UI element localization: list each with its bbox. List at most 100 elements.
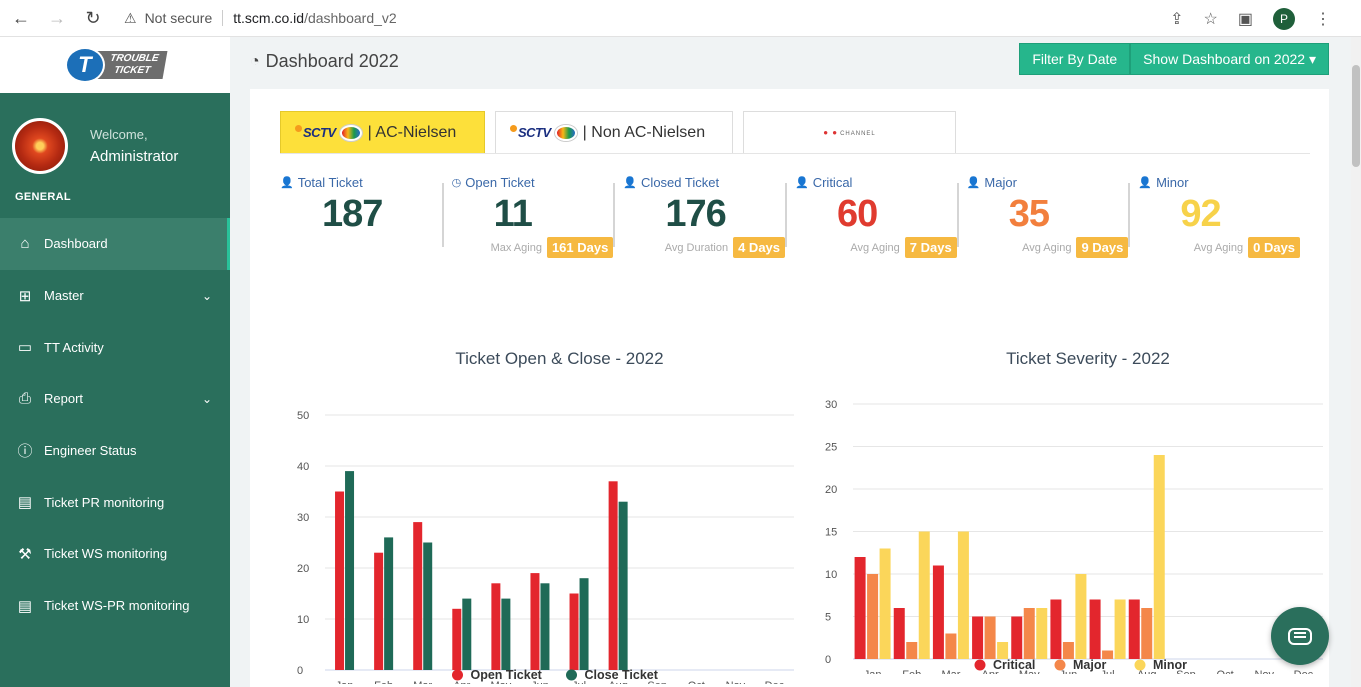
sidebar-item-report[interactable]: ⎙ Report ⌄ <box>0 373 230 425</box>
bar-close-ticket[interactable] <box>384 537 394 670</box>
filter-by-date-button[interactable]: Filter By Date <box>1019 43 1131 75</box>
duration-badge: 4 Days <box>733 237 786 258</box>
x-tick-label: Aug <box>1137 669 1157 674</box>
x-tick-label: Jul <box>572 680 586 684</box>
more-icon[interactable]: ⋮ <box>1315 10 1331 28</box>
tab-sctv-non-ac-nielsen[interactable]: SCTV | Non AC-Nielsen <box>495 111 733 153</box>
user-name: Administrator <box>90 148 179 165</box>
legend-item[interactable]: Open Ticket <box>452 668 543 682</box>
side-panel-icon[interactable]: ▣ <box>1237 10 1253 28</box>
forward-icon[interactable]: → <box>48 7 66 28</box>
bar-close-ticket[interactable] <box>462 598 472 670</box>
tab-channel[interactable]: CHANNEL <box>743 111 956 153</box>
sidebar-item-tt-activity[interactable]: ▭ TT Activity <box>0 321 230 373</box>
bar-major[interactable] <box>1102 650 1114 660</box>
bar-close-ticket[interactable] <box>423 542 433 671</box>
wrench-icon: ⚒ <box>18 545 32 563</box>
sidebar-item-ticket-ws-pr-monitoring[interactable]: ▤ Ticket WS-PR monitoring <box>0 580 230 632</box>
y-tick-label: 20 <box>297 563 309 575</box>
aging-badge: 7 Days <box>904 237 957 258</box>
bar-open-ticket[interactable] <box>491 583 501 670</box>
y-tick-label: 30 <box>825 399 837 411</box>
back-icon[interactable]: ← <box>12 7 30 28</box>
stat-value: 92 <box>1180 193 1221 235</box>
bar-minor[interactable] <box>1075 574 1087 659</box>
legend-item[interactable]: Close Ticket <box>566 668 659 682</box>
bar-minor[interactable] <box>1153 455 1165 659</box>
bar-open-ticket[interactable] <box>413 522 423 670</box>
bar-minor[interactable] <box>997 642 1009 659</box>
x-tick-label: Oct <box>1217 669 1234 674</box>
legend-item[interactable]: Minor <box>1134 658 1188 672</box>
star-icon[interactable]: ☆ <box>1203 10 1218 28</box>
stat-minor: 👤 Minor 92 Avg Aging 0 Days <box>1128 175 1310 265</box>
sidebar-item-dashboard[interactable]: ⌂ Dashboard <box>0 218 230 270</box>
reload-icon[interactable]: ↻ <box>85 7 101 28</box>
bar-critical[interactable] <box>932 565 944 660</box>
bar-open-ticket[interactable] <box>608 481 618 670</box>
bar-major[interactable] <box>984 616 996 660</box>
legend-item[interactable]: Major <box>1054 658 1107 672</box>
x-tick-label: Aug <box>608 680 628 684</box>
bar-major[interactable] <box>1062 642 1074 659</box>
share-icon[interactable]: ⇪ <box>1170 10 1184 28</box>
bar-critical[interactable] <box>972 616 984 660</box>
show-dashboard-button[interactable]: Show Dashboard on 2022 ▾ <box>1130 43 1329 75</box>
legend-swatch <box>1134 659 1146 671</box>
user-icon: 👤 <box>966 177 981 189</box>
profile-avatar[interactable]: P <box>1273 7 1295 30</box>
stat-critical: 👤 Critical 60 Avg Aging 7 Days <box>785 175 967 265</box>
tab-sctv-ac-nielsen[interactable]: SCTV | AC-Nielsen <box>280 111 485 153</box>
bar-minor[interactable] <box>1036 608 1048 659</box>
bar-major[interactable] <box>1141 608 1153 659</box>
x-tick-label: Oct <box>688 680 705 684</box>
sidebar-item-ticket-ws-monitoring[interactable]: ⚒ Ticket WS monitoring <box>0 528 230 580</box>
x-tick-label: Nov <box>1254 669 1274 674</box>
user-icon: 👤 <box>280 177 294 189</box>
sidebar-item-master[interactable]: ⊞ Master ⌄ <box>0 270 230 322</box>
bar-close-ticket[interactable] <box>618 501 628 670</box>
bar-close-ticket[interactable] <box>540 583 550 670</box>
bar-open-ticket[interactable] <box>335 491 345 671</box>
avatar <box>12 118 68 174</box>
bar-major[interactable] <box>1023 608 1035 659</box>
bar-major[interactable] <box>867 574 879 659</box>
bar-close-ticket[interactable] <box>579 578 589 670</box>
x-tick-label: Jul <box>1101 669 1115 674</box>
bar-minor[interactable] <box>918 531 930 660</box>
bar-close-ticket[interactable] <box>345 471 355 670</box>
bar-critical[interactable] <box>1011 616 1023 660</box>
bar-critical[interactable] <box>854 557 866 659</box>
bar-open-ticket[interactable] <box>530 573 540 670</box>
bar-major[interactable] <box>945 633 957 660</box>
logo-area: T TROUBLE TICKET <box>0 37 230 93</box>
bar-open-ticket[interactable] <box>452 608 462 670</box>
scrollbar-thumb[interactable] <box>1352 65 1360 167</box>
x-tick-label: Apr <box>453 680 470 684</box>
x-tick-label: Feb <box>374 680 393 684</box>
bar-open-ticket[interactable] <box>569 593 579 671</box>
bar-critical[interactable] <box>893 608 905 659</box>
bar-critical[interactable] <box>1050 599 1062 660</box>
chat-button[interactable] <box>1271 607 1329 665</box>
book-icon: ▤ <box>17 597 33 615</box>
legend-item[interactable]: Critical <box>974 658 1036 672</box>
sidebar-item-engineer-status[interactable]: ⓘ Engineer Status <box>0 425 230 477</box>
y-tick-label: 5 <box>825 612 831 624</box>
trouble-ticket-logo[interactable]: T TROUBLE TICKET <box>64 47 168 83</box>
bar-minor[interactable] <box>957 531 969 660</box>
stat-closed-ticket: 👤 Closed Ticket 176 Avg Duration 4 Days <box>613 175 795 265</box>
address-bar[interactable]: ⚠ Not secure tt.scm.co.id/dashboard_v2 <box>124 10 397 27</box>
page-scrollbar[interactable] <box>1351 37 1361 687</box>
bar-close-ticket[interactable] <box>501 598 511 670</box>
legend-swatch <box>452 669 463 681</box>
bar-minor[interactable] <box>1114 599 1126 660</box>
bar-critical[interactable] <box>1128 599 1140 660</box>
bar-open-ticket[interactable] <box>374 552 384 670</box>
sidebar-item-ticket-pr-monitoring[interactable]: ▤ Ticket PR monitoring <box>0 476 230 528</box>
bar-critical[interactable] <box>1089 599 1101 660</box>
y-tick-label: 25 <box>825 442 837 454</box>
bar-minor[interactable] <box>879 548 891 660</box>
bar-major[interactable] <box>906 642 918 659</box>
caret-down-icon: ▾ <box>1308 50 1316 67</box>
